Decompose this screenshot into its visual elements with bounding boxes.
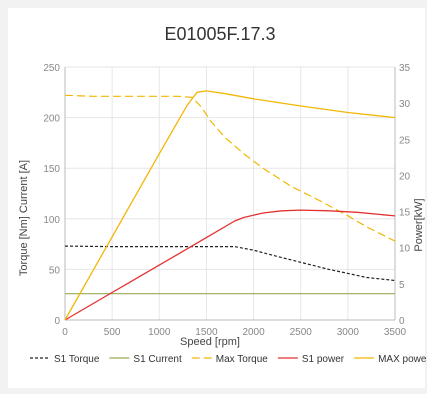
y-right-tick-label: 25 <box>399 135 411 146</box>
y-left-tick-label: 200 <box>43 114 60 125</box>
y-right-tick-label: 10 <box>399 244 411 255</box>
y-left-tick-label: 150 <box>43 164 60 175</box>
series-lines <box>64 90 396 321</box>
x-tick-label: 3000 <box>337 327 360 338</box>
chart-title: E01005F.17.3 <box>164 24 275 44</box>
y-right-tick-label: 35 <box>399 63 411 74</box>
legend-label-s1-power: S1 power <box>302 354 345 365</box>
x-tick-label: 2500 <box>290 327 313 338</box>
series-line-max-power <box>64 90 396 321</box>
y-right-tick-label: 5 <box>399 280 405 291</box>
y-left-tick-label: 0 <box>54 316 60 327</box>
x-axis-label: Speed [rpm] <box>180 336 240 348</box>
y-right-tick-label: 20 <box>399 171 411 182</box>
legend-label-s1-torque: S1 Torque <box>54 354 100 365</box>
y-left-tick-label: 250 <box>43 63 60 74</box>
y-right-tick-label: 30 <box>399 99 411 110</box>
x-tick-label: 1500 <box>195 327 218 338</box>
x-tick-label: 0 <box>62 327 68 338</box>
legend-label-max-power: MAX power <box>378 354 427 365</box>
y-right-tick-label: 0 <box>399 316 405 327</box>
chart-background <box>8 8 425 388</box>
x-tick-label: 1000 <box>148 327 171 338</box>
legend-label-s1-current: S1 Current <box>133 354 182 365</box>
left-axis-label: Torque [Nm] Current [A] <box>18 160 30 276</box>
y-left-tick-label: 50 <box>49 265 61 276</box>
right-axis-label: Power[kW] <box>413 198 425 251</box>
series-line-s1-torque <box>64 245 396 282</box>
y-left-tick-label: 100 <box>43 215 60 226</box>
x-tick-label: 2000 <box>242 327 265 338</box>
x-tick-label: 3500 <box>384 327 407 338</box>
y-right-tick-label: 15 <box>399 208 411 219</box>
legend: S1 Torque S1 Current Max Torque S1 power MAX… <box>30 354 427 365</box>
series-line-s1-power <box>64 209 396 321</box>
x-tick-label: 500 <box>104 327 121 338</box>
legend-label-max-torque: Max Torque <box>216 354 269 365</box>
